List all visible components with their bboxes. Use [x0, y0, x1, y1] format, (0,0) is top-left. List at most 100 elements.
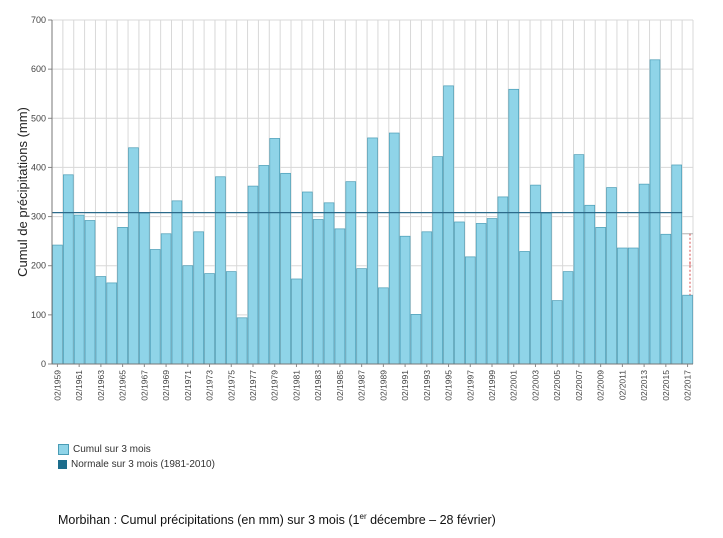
legend-item-normale: Normale sur 3 mois (1981-2010): [58, 457, 215, 472]
bar-02-1978: [258, 165, 270, 365]
bar-02-1984: [323, 202, 335, 365]
x-tick-label: 02/1961: [74, 370, 84, 401]
x-tick-label: 02/1975: [226, 370, 236, 401]
bar-02-1981: [291, 278, 302, 365]
bar-02-2013: [638, 183, 650, 365]
x-tick-label: 02/1987: [357, 370, 367, 401]
bar-02-1991: [399, 235, 411, 365]
bar-02-1999: [486, 218, 498, 365]
bar-02-2005: [551, 300, 563, 365]
bar-02-1980: [280, 172, 291, 365]
x-tick-label: 02/1963: [96, 370, 106, 401]
bar-02-1993: [421, 231, 433, 365]
x-tick-label: 02/1981: [291, 370, 301, 401]
x-tick-label: 02/2009: [596, 370, 606, 401]
x-tick-label: 02/1965: [118, 370, 128, 401]
x-tick-label: 02/1983: [313, 370, 323, 401]
bar-02-2006: [562, 271, 574, 365]
x-tick-label: 02/1997: [465, 370, 475, 401]
x-tick-labels: 02/1959 02/1961 02/1963 02/1965 02/1967 02/19…: [52, 370, 692, 401]
x-tick-label: 02/2003: [530, 370, 540, 401]
y-axis-label: Cumul de précipitations (mm): [15, 107, 30, 277]
x-tick-label: 02/1999: [487, 370, 497, 401]
caption-sup: er: [359, 512, 367, 521]
bar-02-1990: [388, 132, 400, 365]
chart-caption: Morbihan : Cumul précipitations (en mm) …: [58, 512, 496, 527]
bar-02-1992: [410, 314, 422, 365]
legend: Cumul sur 3 mois Normale sur 3 mois (198…: [58, 442, 215, 472]
bar-02-2004: [541, 212, 552, 365]
x-tick-label: 02/1977: [248, 370, 258, 401]
x-tick-label: 02/1989: [378, 370, 388, 401]
x-tick-label: 02/1973: [205, 370, 215, 401]
bar-02-1972: [193, 231, 204, 365]
normal-line-group: !: [52, 211, 693, 296]
bar-02-2015: [660, 233, 672, 365]
gap-indicator-label: !: [689, 260, 691, 269]
bar-02-1975: [225, 271, 237, 365]
bar-02-1965: [117, 227, 128, 365]
x-tick-label: 02/2007: [574, 370, 584, 401]
bar-02-1997: [464, 256, 476, 365]
bar-02-1998: [475, 223, 487, 365]
bar-02-1983: [312, 219, 324, 365]
bar-02-2016: [671, 164, 682, 365]
bars: [52, 59, 693, 365]
bar-02-2017: [682, 294, 693, 365]
bar-02-1982: [302, 191, 313, 365]
caption-prefix: Morbihan : Cumul précipitations (en mm) …: [58, 513, 360, 528]
x-tick-label: 02/2017: [683, 370, 693, 401]
bar-02-2000: [497, 196, 509, 365]
bar-02-1967: [139, 212, 150, 365]
bar-02-2002: [519, 251, 530, 365]
x-tick-label: 02/2011: [617, 370, 627, 400]
x-tick-label: 02/1993: [422, 370, 432, 401]
bar-02-1968: [149, 249, 161, 365]
bar-02-1979: [269, 138, 281, 365]
x-tick-label: 02/1995: [444, 370, 454, 401]
legend-item-cumul: Cumul sur 3 mois: [58, 442, 215, 457]
bar-02-2009: [595, 227, 606, 365]
bar-02-1961: [73, 214, 85, 365]
bar-02-1995: [443, 85, 454, 365]
x-tick-label: 02/1967: [139, 370, 149, 401]
bar-02-1962: [84, 220, 96, 365]
bar-02-2012: [627, 247, 639, 365]
bar-02-2001: [508, 88, 520, 365]
x-tick-label: 02/1969: [161, 370, 171, 401]
bar-02-2011: [617, 247, 628, 365]
bar-02-2003: [530, 184, 541, 365]
y-tick-label: 200: [31, 261, 46, 271]
x-tick-label: 02/1979: [270, 370, 280, 401]
bar-02-1964: [106, 282, 118, 365]
bar-02-1989: [378, 287, 389, 365]
y-tick-label: 0: [41, 359, 46, 369]
bar-02-1988: [367, 137, 378, 365]
legend-swatch-normale: [58, 460, 67, 469]
bar-02-1960: [63, 174, 74, 365]
bar-02-2014: [649, 59, 661, 365]
x-tick-label: 02/1971: [183, 370, 193, 401]
bar-02-2010: [606, 187, 617, 365]
bar-02-1994: [432, 156, 443, 365]
bar-02-1986: [345, 181, 357, 365]
legend-label-normale: Normale sur 3 mois (1981-2010): [71, 459, 215, 470]
y-tick-label: 600: [31, 64, 46, 74]
bar-02-1976: [236, 317, 248, 365]
bar-02-2008: [584, 204, 596, 365]
bar-02-1969: [160, 233, 172, 365]
bar-02-1987: [356, 268, 367, 365]
x-tick-label: 02/1959: [52, 370, 62, 401]
caption-suffix: décembre – 28 février): [366, 513, 496, 528]
y-tick-label: 500: [31, 113, 46, 123]
y-tick-label: 100: [31, 310, 46, 320]
bar-02-2007: [573, 154, 585, 365]
bar-02-1970: [171, 200, 183, 365]
x-tick-label: 02/2015: [661, 370, 671, 401]
y-tick-labels: 0 100 200 300 400 500 600 700: [31, 15, 46, 369]
legend-label-cumul: Cumul sur 3 mois: [73, 444, 151, 455]
bar-02-1966: [128, 147, 139, 365]
bar-02-1973: [204, 273, 215, 365]
bar-02-1996: [454, 221, 465, 365]
